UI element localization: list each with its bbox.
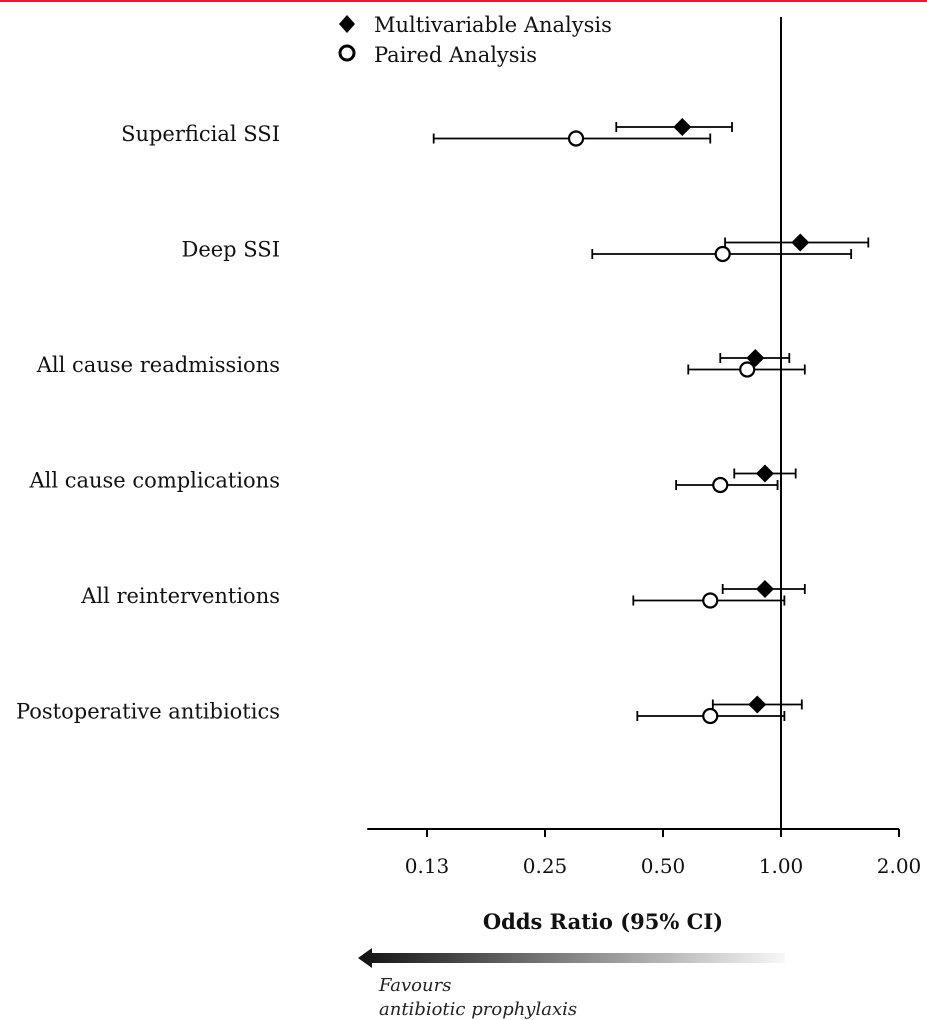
multivariable-all-reinterventions-point — [755, 580, 774, 598]
x-tick-label-4: 2.00 — [877, 854, 922, 878]
paired-superficial-ssi-point — [567, 130, 585, 147]
x-axis: 0.13 0.25 0.50 1.00 2.00 — [367, 828, 922, 878]
legend-label-multivariable: Multivariable Analysis — [374, 13, 612, 37]
paired-all-reinterventions-point — [702, 592, 719, 609]
paired-postoperative-antibiotics-point — [702, 707, 719, 725]
favours-annotation: Favours antibiotic prophylaxis — [358, 948, 785, 1020]
category-label-all-reinterventions: All reinterventions — [80, 584, 280, 608]
category-label-superficial-ssi: Superficial SSI — [121, 122, 280, 146]
legend-circle-marker — [338, 44, 356, 62]
multivariable-deep-ssi-point — [791, 233, 810, 252]
x-tick-label-3: 1.00 — [759, 854, 804, 878]
x-tick-label-1: 0.25 — [523, 854, 568, 878]
multivariable-postoperative-antibiotics-point — [748, 695, 767, 714]
category-label-deep-ssi: Deep SSI — [181, 238, 280, 262]
multivariable-superficial-ssi-point — [673, 118, 692, 136]
category-label-postoperative-antibiotics: Postoperative antibiotics — [16, 700, 280, 724]
top-accent-line — [0, 0, 927, 2]
x-tick-label-0: 0.13 — [405, 854, 450, 878]
paired-all-cause-complications-point — [712, 476, 729, 494]
plot-rows: Superficial SSI Deep SSI All cause readmis… — [16, 17, 870, 829]
legend-label-paired: Paired Analysis — [374, 43, 537, 67]
favours-line-1: Favours — [378, 975, 451, 996]
paired-all-cause-readmissions-point — [739, 361, 756, 378]
x-axis-title: Odds Ratio (95% CI) — [483, 909, 723, 934]
favours-line-2: antibiotic prophylaxis — [379, 999, 577, 1020]
multivariable-all-cause-complications-point — [755, 464, 774, 483]
category-label-all-cause-readmissions: All cause readmissions — [36, 353, 280, 377]
x-tick-label-2: 0.50 — [641, 854, 686, 878]
legend-diamond-marker — [339, 15, 355, 33]
paired-deep-ssi-point — [714, 245, 731, 263]
category-label-all-cause-complications: All cause complications — [28, 469, 280, 493]
favours-arrow — [358, 948, 785, 968]
legend: Multivariable Analysis Paired Analysis — [338, 13, 612, 67]
